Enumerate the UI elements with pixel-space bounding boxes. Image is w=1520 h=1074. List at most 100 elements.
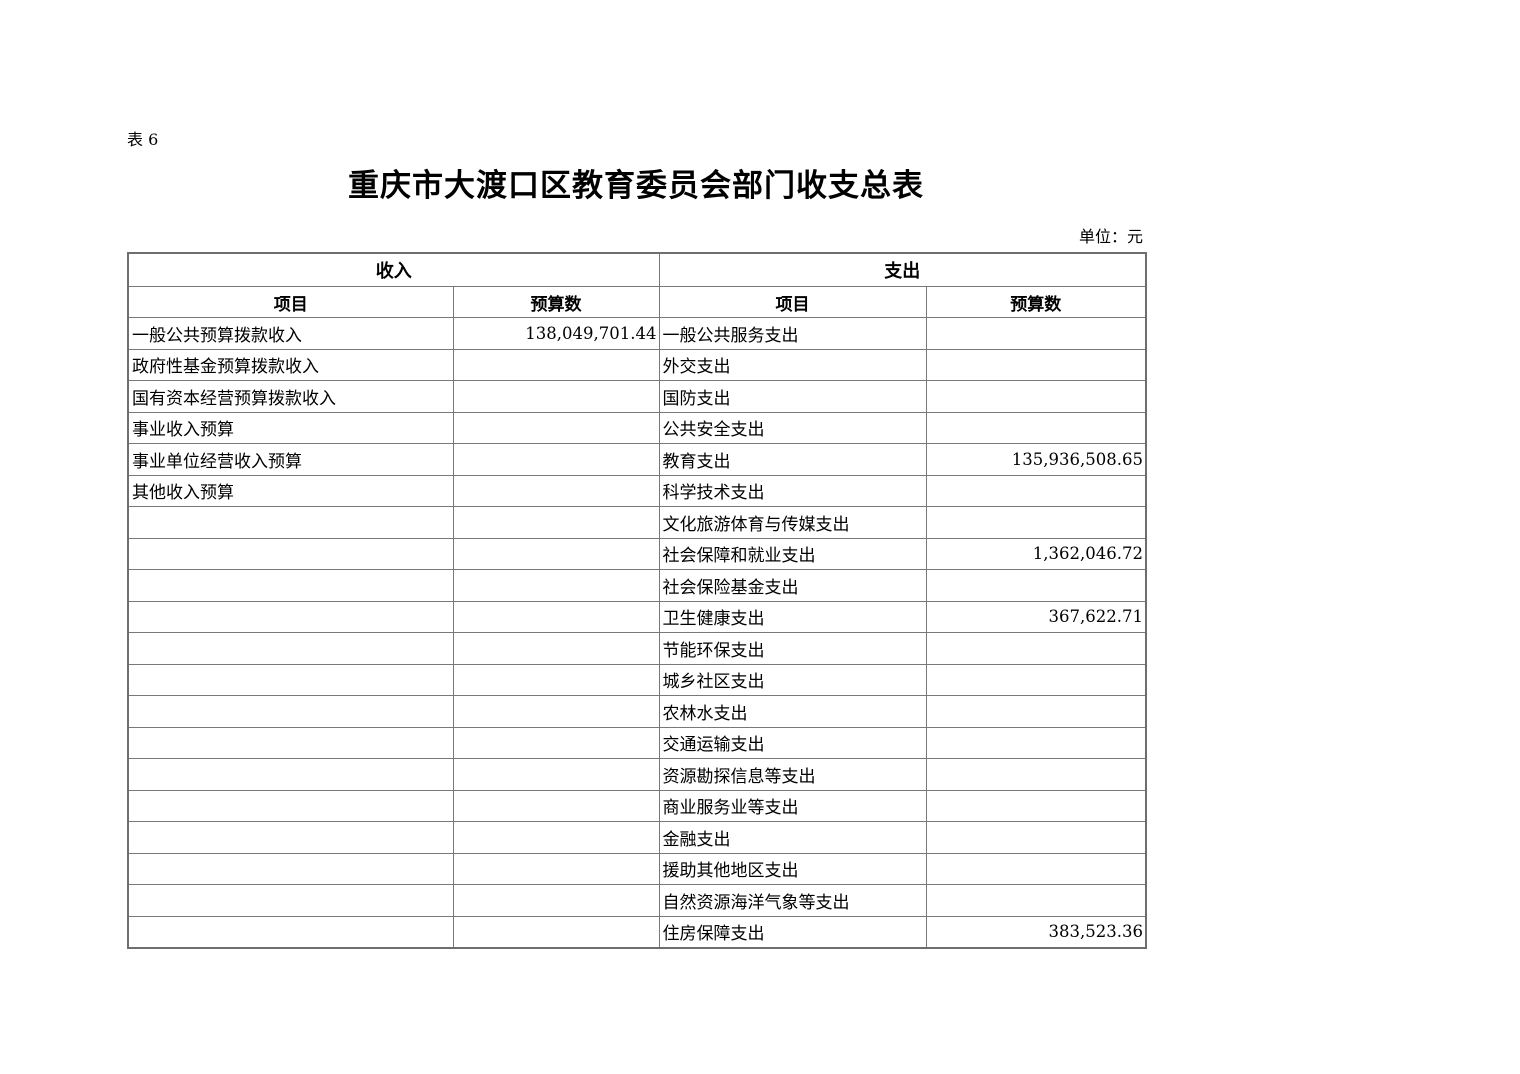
income-budget-cell xyxy=(452,569,660,602)
income-budget-cell xyxy=(452,632,660,665)
table-row: 政府性基金预算拨款收入 外交支出 xyxy=(127,348,1147,381)
income-item-cell xyxy=(127,600,454,633)
expense-item-column-header: 项目 xyxy=(658,286,927,318)
expense-budget-cell xyxy=(925,884,1147,917)
income-item-cell: 事业单位经营收入预算 xyxy=(127,443,454,476)
income-item-cell xyxy=(127,506,454,539)
expense-budget-cell xyxy=(925,569,1147,602)
table-row: 社会保障和就业支出 1,362,046.72 xyxy=(127,537,1147,570)
income-budget-cell xyxy=(452,537,660,570)
expense-budget-cell: 383,523.36 xyxy=(925,915,1147,949)
expense-budget-cell xyxy=(925,726,1147,759)
income-budget-cell xyxy=(452,821,660,854)
table-row: 住房保障支出 383,523.36 xyxy=(127,915,1147,949)
income-budget-cell xyxy=(452,789,660,822)
expense-item-cell: 金融支出 xyxy=(658,821,927,854)
table-row: 文化旅游体育与传媒支出 xyxy=(127,506,1147,539)
income-item-cell xyxy=(127,537,454,570)
expense-item-cell: 文化旅游体育与传媒支出 xyxy=(658,506,927,539)
income-item-cell: 其他收入预算 xyxy=(127,474,454,507)
income-item-cell xyxy=(127,758,454,791)
income-item-cell xyxy=(127,821,454,854)
column-header-row: 项目 预算数 项目 预算数 xyxy=(127,286,1147,318)
expense-budget-cell xyxy=(925,821,1147,854)
table-row: 国有资本经营预算拨款收入 国防支出 xyxy=(127,380,1147,413)
income-item-cell xyxy=(127,569,454,602)
budget-sheet: 表 6 重庆市大渡口区教育委员会部门收支总表 单位：元 收入 支出 项目 预算数… xyxy=(127,0,1147,949)
unit-label: 单位：元 xyxy=(1078,227,1143,246)
income-budget-cell xyxy=(452,915,660,949)
table-row: 金融支出 xyxy=(127,821,1147,854)
table-row: 其他收入预算 科学技术支出 xyxy=(127,474,1147,507)
table-row: 资源勘探信息等支出 xyxy=(127,758,1147,791)
table-row: 城乡社区支出 xyxy=(127,663,1147,696)
income-budget-cell xyxy=(452,474,660,507)
table-row: 自然资源海洋气象等支出 xyxy=(127,884,1147,917)
expense-section-header: 支出 xyxy=(658,252,1147,287)
expense-item-cell: 援助其他地区支出 xyxy=(658,852,927,885)
table-row: 交通运输支出 xyxy=(127,726,1147,759)
expense-item-cell: 城乡社区支出 xyxy=(658,663,927,696)
income-item-cell: 国有资本经营预算拨款收入 xyxy=(127,380,454,413)
income-item-cell: 一般公共预算拨款收入 xyxy=(127,317,454,350)
expense-budget-cell: 1,362,046.72 xyxy=(925,537,1147,570)
table-row: 一般公共预算拨款收入 138,049,701.44 一般公共服务支出 xyxy=(127,317,1147,350)
expense-item-cell: 自然资源海洋气象等支出 xyxy=(658,884,927,917)
income-item-cell xyxy=(127,789,454,822)
income-budget-cell xyxy=(452,348,660,381)
expense-item-cell: 社会保障和就业支出 xyxy=(658,537,927,570)
income-budget-cell xyxy=(452,726,660,759)
section-header-row: 收入 支出 xyxy=(127,252,1147,287)
expense-budget-cell xyxy=(925,852,1147,885)
expense-item-cell: 国防支出 xyxy=(658,380,927,413)
expense-budget-cell xyxy=(925,348,1147,381)
expense-budget-cell: 135,936,508.65 xyxy=(925,443,1147,476)
expense-item-cell: 商业服务业等支出 xyxy=(658,789,927,822)
table-row: 事业收入预算 公共安全支出 xyxy=(127,411,1147,444)
table-number-label: 表 6 xyxy=(127,130,159,149)
expense-budget-column-header: 预算数 xyxy=(925,286,1147,318)
income-budget-cell xyxy=(452,884,660,917)
income-item-cell: 政府性基金预算拨款收入 xyxy=(127,348,454,381)
table-row: 节能环保支出 xyxy=(127,632,1147,665)
income-item-cell xyxy=(127,663,454,696)
expense-budget-cell xyxy=(925,663,1147,696)
table-body: 一般公共预算拨款收入 138,049,701.44 一般公共服务支出 政府性基金… xyxy=(127,317,1147,949)
table-row: 商业服务业等支出 xyxy=(127,789,1147,822)
expense-budget-cell xyxy=(925,411,1147,444)
expense-item-cell: 住房保障支出 xyxy=(658,915,927,949)
income-budget-cell xyxy=(452,695,660,728)
expense-item-cell: 公共安全支出 xyxy=(658,411,927,444)
table-row: 农林水支出 xyxy=(127,695,1147,728)
income-budget-cell xyxy=(452,411,660,444)
income-budget-column-header: 预算数 xyxy=(452,286,660,318)
table-row: 事业单位经营收入预算 教育支出 135,936,508.65 xyxy=(127,443,1147,476)
budget-table-header: 收入 支出 项目 预算数 项目 预算数 xyxy=(127,252,1147,318)
income-budget-cell: 138,049,701.44 xyxy=(452,317,660,350)
income-budget-cell xyxy=(452,600,660,633)
expense-item-cell: 资源勘探信息等支出 xyxy=(658,758,927,791)
table-row: 卫生健康支出 367,622.71 xyxy=(127,600,1147,633)
income-section-header: 收入 xyxy=(127,252,660,287)
expense-budget-cell xyxy=(925,380,1147,413)
income-budget-cell xyxy=(452,852,660,885)
income-item-cell: 事业收入预算 xyxy=(127,411,454,444)
table-row: 援助其他地区支出 xyxy=(127,852,1147,885)
expense-budget-cell xyxy=(925,632,1147,665)
expense-budget-cell xyxy=(925,506,1147,539)
expense-item-cell: 教育支出 xyxy=(658,443,927,476)
expense-budget-cell xyxy=(925,317,1147,350)
expense-item-cell: 科学技术支出 xyxy=(658,474,927,507)
income-item-column-header: 项目 xyxy=(127,286,454,318)
expense-item-cell: 一般公共服务支出 xyxy=(658,317,927,350)
expense-item-cell: 卫生健康支出 xyxy=(658,600,927,633)
expense-budget-cell xyxy=(925,695,1147,728)
expense-budget-cell xyxy=(925,474,1147,507)
income-item-cell xyxy=(127,632,454,665)
expense-item-cell: 社会保险基金支出 xyxy=(658,569,927,602)
income-budget-cell xyxy=(452,506,660,539)
income-budget-cell xyxy=(452,663,660,696)
expense-item-cell: 农林水支出 xyxy=(658,695,927,728)
expense-item-cell: 外交支出 xyxy=(658,348,927,381)
income-item-cell xyxy=(127,695,454,728)
